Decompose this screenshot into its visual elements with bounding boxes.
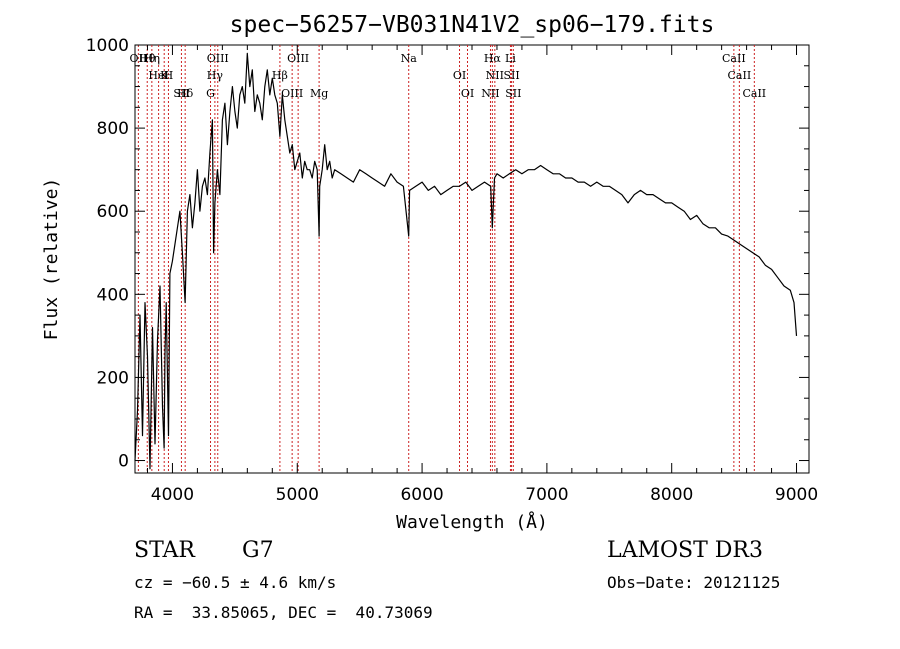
y-tick-label: 600	[97, 202, 129, 222]
reference-line-label: CaII	[722, 52, 746, 65]
plot-frame	[134, 44, 810, 474]
x-tick-label: 7000	[525, 485, 568, 505]
x-tick-label: 9000	[775, 485, 818, 505]
radial-velocity: cz = −60.5 ± 4.6 km/s	[134, 573, 337, 592]
reference-line-label: SII	[505, 87, 521, 100]
reference-line-label: Hβ	[272, 69, 288, 82]
spectrum-line	[134, 52, 798, 470]
reference-line-label: OI	[461, 87, 474, 100]
x-tick-label: 8000	[650, 485, 693, 505]
reference-line-label: Hα	[484, 52, 502, 65]
y-tick-label: 800	[97, 119, 129, 139]
y-tick-label: 0	[118, 452, 129, 472]
reference-line-label: Na	[401, 52, 418, 65]
reference-line-label: OI	[453, 69, 466, 82]
survey-name: LAMOST DR3	[607, 538, 763, 563]
reference-line-label: OII	[130, 52, 148, 65]
x-tick-label: 6000	[400, 485, 443, 505]
chart-title: spec−56257−VB031N41V2_sp06−179.fits	[230, 12, 715, 38]
reference-line-label: OIII	[207, 52, 229, 65]
y-tick-label: 200	[97, 368, 129, 388]
x-tick-label: 4000	[151, 485, 194, 505]
sky-coordinates: RA = 33.85065, DEC = 40.73069	[134, 603, 433, 622]
y-axis-label: Flux (relative)	[41, 178, 62, 341]
reference-line-label: G	[206, 87, 215, 100]
reference-lines	[137, 45, 755, 473]
reference-line-label: Hδ	[177, 87, 194, 100]
reference-line-label: Hη	[144, 52, 160, 65]
reference-line-label: CaII	[742, 87, 766, 100]
y-tick-label: 400	[97, 285, 129, 305]
reference-line-label: K	[160, 69, 169, 82]
reference-line-label: OIII	[287, 52, 309, 65]
reference-line-label: Mg	[310, 87, 328, 100]
spectrum-series	[134, 52, 798, 470]
x-tick-label: 5000	[276, 485, 319, 505]
reference-line-label: H	[164, 69, 174, 82]
spectral-subclass: G7	[242, 538, 274, 563]
x-axis-label: Wavelength (Å)	[396, 511, 548, 533]
reference-line-label: NII	[486, 69, 504, 82]
reference-line-label: Li	[505, 52, 516, 65]
reference-line-label: OIII	[281, 87, 303, 100]
reference-line-label: CaII	[728, 69, 752, 82]
y-tick-label: 1000	[86, 36, 129, 56]
reference-line-label: Hγ	[207, 69, 224, 82]
axis-tick-labels: 4000 5000 6000 7000 8000 9000 0 200 400 600 800 100…	[86, 36, 818, 505]
reference-line-label: NII	[481, 87, 499, 100]
reference-line-label: SII	[173, 87, 189, 100]
reference-line-label: SII	[503, 69, 519, 82]
reference-line-label: Hθ	[139, 52, 156, 65]
observation-date: Obs−Date: 20121125	[607, 573, 781, 592]
axis-ticks	[135, 44, 809, 473]
object-type: STAR	[134, 538, 195, 563]
reference-line-label: HeI	[148, 69, 168, 82]
